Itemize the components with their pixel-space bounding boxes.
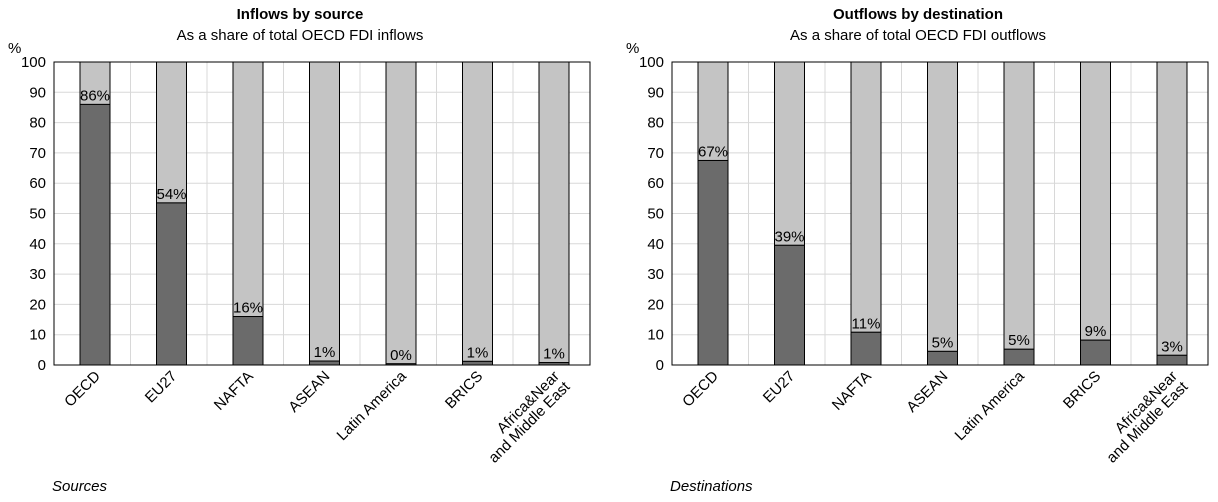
y-tick-label: 30 <box>29 266 46 283</box>
data-label: 9% <box>1085 323 1107 340</box>
data-label: 67% <box>698 143 728 160</box>
bar-remainder <box>697 61 729 161</box>
bar-remainder <box>156 61 187 204</box>
x-tick-label: NAFTA <box>211 368 257 414</box>
bar-share <box>79 103 111 366</box>
y-axis-unit: % <box>8 40 22 57</box>
y-tick-label: 80 <box>647 115 664 132</box>
y-tick-label: 50 <box>29 206 46 223</box>
y-tick-label: 40 <box>29 236 46 253</box>
x-tick-label: Africa&Nearand Middle East <box>1093 367 1192 466</box>
y-tick-label: 50 <box>647 206 664 223</box>
data-label: 5% <box>1008 332 1030 349</box>
data-label: 1% <box>543 346 565 363</box>
x-tick-label: Latin America <box>952 367 1029 444</box>
chart-panel-inflows: Inflows by source As a share of total OE… <box>0 0 600 502</box>
data-label: 5% <box>932 334 954 351</box>
bar-remainder <box>1080 61 1111 341</box>
bar-share <box>309 360 340 366</box>
y-tick-label: 40 <box>647 236 664 253</box>
plot-frame <box>53 61 591 366</box>
bar-share <box>697 159 729 366</box>
bar-remainder <box>309 61 340 362</box>
bar-share <box>774 244 805 366</box>
data-label: 16% <box>233 300 263 317</box>
y-tick-label: 90 <box>647 84 664 101</box>
bar-remainder <box>462 61 493 362</box>
y-tick-label: 70 <box>647 145 664 162</box>
x-tick-label: Africa&Nearand Middle East <box>475 367 574 466</box>
bar-chart-outflows: 0 10 20 30 40 50 60 70 80 90 100 67% OECD 39% EU27 11% N… <box>639 54 1209 467</box>
chart-subtitle: As a share of total OECD FDI inflows <box>176 27 424 44</box>
x-tick-label: Latin America <box>334 367 411 444</box>
x-tick-label: BRICS <box>1060 368 1104 412</box>
x-tick-label: ASEAN <box>285 368 333 416</box>
plot-frame <box>671 61 1209 366</box>
y-tick-label: 0 <box>656 357 664 374</box>
data-label: 0% <box>390 347 412 364</box>
y-tick-label: 60 <box>647 175 664 192</box>
data-label: 39% <box>774 228 804 245</box>
bar-share <box>462 360 493 366</box>
y-tick-label: 90 <box>29 84 46 101</box>
bar-share <box>1156 354 1188 366</box>
y-tick-label: 30 <box>647 266 664 283</box>
bar-remainder <box>1156 61 1188 356</box>
data-label: 86% <box>80 87 110 104</box>
y-axis-unit: % <box>626 40 640 57</box>
x-tick-label: BRICS <box>442 368 486 412</box>
y-tick-label: 100 <box>21 54 46 71</box>
data-label: 11% <box>852 315 881 332</box>
y-tick-label: 10 <box>29 327 46 344</box>
bar-remainder <box>385 61 417 365</box>
y-tick-label: 70 <box>29 145 46 162</box>
bar-remainder <box>850 61 882 333</box>
bar-share <box>232 316 264 366</box>
bar-remainder <box>232 61 264 318</box>
bar-share <box>156 202 187 366</box>
data-label: 54% <box>156 186 186 203</box>
bar-remainder <box>1003 61 1035 350</box>
y-tick-label: 10 <box>647 327 664 344</box>
y-tick-label: 60 <box>29 175 46 192</box>
chart-title: Inflows by source <box>236 6 364 23</box>
bar-share <box>850 331 882 366</box>
bar-share <box>1003 348 1035 366</box>
y-tick-label: 20 <box>29 296 46 313</box>
data-label: 3% <box>1161 338 1183 355</box>
y-tick-label: 80 <box>29 115 46 132</box>
data-label: 1% <box>467 344 489 361</box>
bar-remainder <box>774 61 805 246</box>
bar-share <box>927 350 958 366</box>
x-tick-label: EU27 <box>760 368 799 407</box>
bar-chart-inflows: 0 10 20 30 40 50 60 70 80 90 100 86% OECD 54% EU27 16% N… <box>21 54 591 467</box>
bar-remainder <box>927 61 958 352</box>
x-tick-label: OECD <box>61 368 104 411</box>
y-tick-label: 100 <box>639 54 664 71</box>
bar-share <box>1080 339 1111 366</box>
x-tick-label: OECD <box>679 368 722 411</box>
x-tick-label: ASEAN <box>903 368 951 416</box>
x-tick-label: NAFTA <box>829 368 875 414</box>
y-tick-label: 20 <box>647 296 664 313</box>
chart-panel-outflows: Outflows by destination As a share of to… <box>618 0 1218 502</box>
x-tick-label: EU27 <box>142 368 181 407</box>
chart-subtitle: As a share of total OECD FDI outflows <box>790 27 1046 44</box>
x-axis-title: Destinations <box>670 478 753 495</box>
bar-remainder <box>538 61 570 364</box>
y-tick-label: 0 <box>38 357 46 374</box>
data-label: 1% <box>314 344 336 361</box>
x-axis-title: Sources <box>52 478 108 495</box>
chart-title: Outflows by destination <box>832 6 1003 23</box>
